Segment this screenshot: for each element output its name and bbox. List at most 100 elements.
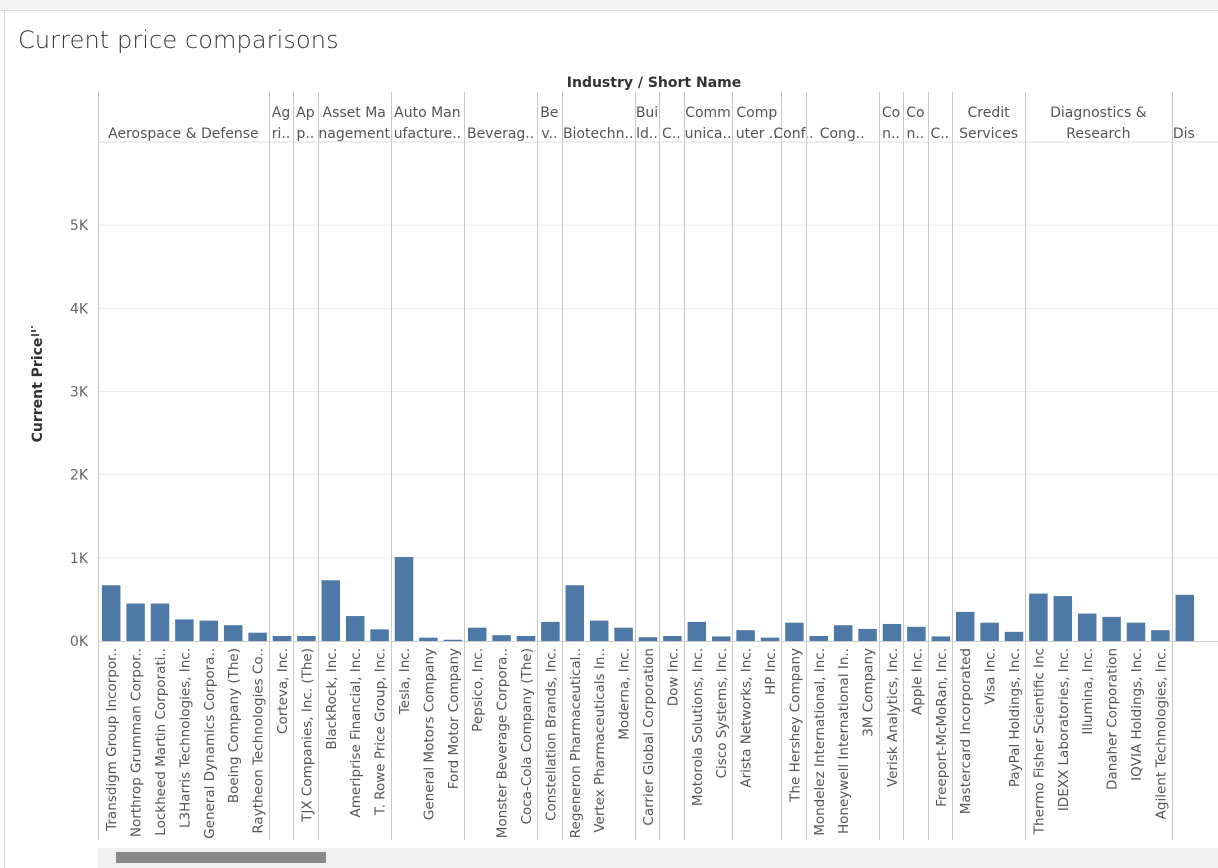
bar[interactable]	[1126, 622, 1146, 641]
group-header-label: C..	[662, 126, 681, 142]
bar[interactable]	[370, 629, 389, 641]
bar[interactable]	[663, 636, 682, 641]
sort-icon[interactable]	[31, 326, 39, 336]
bar[interactable]	[126, 603, 145, 641]
x-tick-label: Carrier Global Corporation	[641, 648, 657, 826]
bar[interactable]	[638, 637, 658, 641]
group-header-label: Aerospace & Defense	[108, 126, 259, 142]
group-header-label: Co	[906, 105, 924, 121]
bar[interactable]	[1102, 616, 1121, 641]
group-header-label: Comm	[685, 105, 731, 121]
bar[interactable]	[297, 636, 316, 641]
group-header-label: Cong..	[820, 126, 865, 142]
x-tick-label: L3Harris Technologies, Inc.	[177, 648, 193, 828]
x-tick-label: Pepsico, Inc.	[470, 648, 486, 732]
x-tick-label: Mastercard Incorporated	[958, 648, 974, 814]
x-tick-label: Lockheed Martin Corporati..	[153, 648, 169, 836]
x-tick-label: IDEXX Laboratories, Inc.	[1056, 648, 1072, 811]
bar[interactable]	[687, 621, 707, 641]
bar[interactable]	[1053, 596, 1073, 641]
bar[interactable]	[785, 622, 804, 641]
bar[interactable]	[1004, 631, 1024, 641]
group-header-label: Research	[1066, 126, 1130, 142]
bar[interactable]	[541, 621, 560, 641]
group-header-label: p..	[297, 126, 315, 142]
x-tick-label: Corteva, Inc.	[275, 648, 291, 734]
x-tick-label: IQVIA Holdings, Inc.	[1129, 648, 1145, 781]
bar[interactable]	[101, 585, 121, 641]
x-tick-label: Freeport-McMoRan, Inc.	[934, 648, 950, 807]
worksheet-frame	[4, 10, 1218, 868]
x-tick-label: General Dynamics Corpora..	[202, 648, 218, 839]
bar[interactable]	[467, 627, 487, 641]
group-header-label: Comp	[736, 105, 777, 121]
x-tick-label: General Motors Company	[421, 648, 437, 820]
bar[interactable]	[175, 619, 194, 641]
group-header-label: v..	[541, 126, 557, 142]
bar[interactable]	[833, 625, 853, 641]
bar[interactable]	[882, 623, 902, 641]
bar[interactable]	[345, 616, 365, 641]
bar[interactable]	[955, 611, 975, 641]
group-header-label: C..	[930, 126, 949, 142]
bar[interactable]	[443, 639, 463, 641]
bar[interactable]	[809, 636, 829, 641]
y-axis-title: Current Price	[30, 338, 46, 443]
bar[interactable]	[516, 636, 536, 641]
group-header-label: Co	[882, 105, 900, 121]
x-tick-label: Northrop Grumman Corpor..	[129, 648, 145, 837]
x-tick-label: Monster Beverage Corpora..	[495, 648, 511, 838]
horizontal-scrollbar-track[interactable]	[98, 848, 1218, 868]
top-toolbar-strip	[0, 0, 1218, 11]
bar[interactable]	[419, 637, 438, 641]
x-tick-label: HP Inc.	[763, 648, 779, 695]
bar[interactable]	[492, 635, 511, 641]
bar[interactable]	[711, 636, 731, 641]
bar[interactable]	[907, 626, 926, 641]
bar[interactable]	[980, 622, 999, 641]
bar[interactable]	[1077, 613, 1097, 641]
bar[interactable]	[1175, 594, 1195, 641]
group-header-label: n..	[907, 126, 925, 142]
x-tick-label: Ford Motor Company	[446, 648, 462, 789]
y-tick-label: 4K	[70, 301, 89, 317]
bar[interactable]	[931, 636, 951, 641]
group-header-label: Be	[540, 105, 558, 121]
x-tick-label: Mondelez International, Inc.	[812, 648, 828, 836]
group-header-label: n..	[882, 126, 900, 142]
group-header-label: Ap	[296, 105, 315, 121]
x-tick-label: Coca-Cola Company (The)	[519, 648, 535, 824]
y-tick-label: 2K	[70, 468, 89, 484]
bar[interactable]	[394, 557, 414, 641]
bar[interactable]	[248, 632, 267, 641]
bar[interactable]	[858, 628, 877, 641]
y-tick-label: 0K	[70, 634, 89, 650]
group-header-label: Diagnostics &	[1050, 105, 1147, 121]
x-tick-label: Constellation Brands, Inc.	[543, 648, 559, 821]
bar[interactable]	[1029, 593, 1048, 641]
bar[interactable]	[589, 620, 609, 641]
bar[interactable]	[760, 637, 780, 641]
x-tick-label: Ameriprise Financial, Inc.	[348, 648, 364, 817]
bar[interactable]	[321, 580, 341, 641]
horizontal-scrollbar-thumb[interactable]	[116, 852, 327, 863]
x-tick-label: Raytheon Technologies Co..	[251, 648, 267, 834]
x-tick-label: Danaher Corporation	[1105, 648, 1121, 790]
x-tick-label: Dow Inc.	[665, 648, 681, 706]
group-header-label: Conf..	[773, 126, 813, 142]
bar[interactable]	[150, 603, 170, 641]
page-title: Current price comparisons	[18, 26, 339, 54]
x-tick-label: The Hershey Company	[787, 648, 803, 803]
group-header-label: Dis	[1173, 126, 1195, 142]
bar[interactable]	[736, 630, 755, 641]
group-header-label: unica..	[685, 126, 732, 142]
bar[interactable]	[614, 627, 633, 641]
x-tick-label: Illumina, Inc.	[1080, 648, 1096, 735]
group-header-label: Asset Ma	[323, 105, 386, 121]
bar[interactable]	[223, 625, 243, 641]
bar[interactable]	[272, 636, 292, 641]
x-tick-label: PayPal Holdings, Inc.	[1007, 648, 1023, 787]
bar[interactable]	[565, 585, 585, 641]
bar[interactable]	[199, 620, 219, 641]
bar[interactable]	[1151, 630, 1170, 641]
